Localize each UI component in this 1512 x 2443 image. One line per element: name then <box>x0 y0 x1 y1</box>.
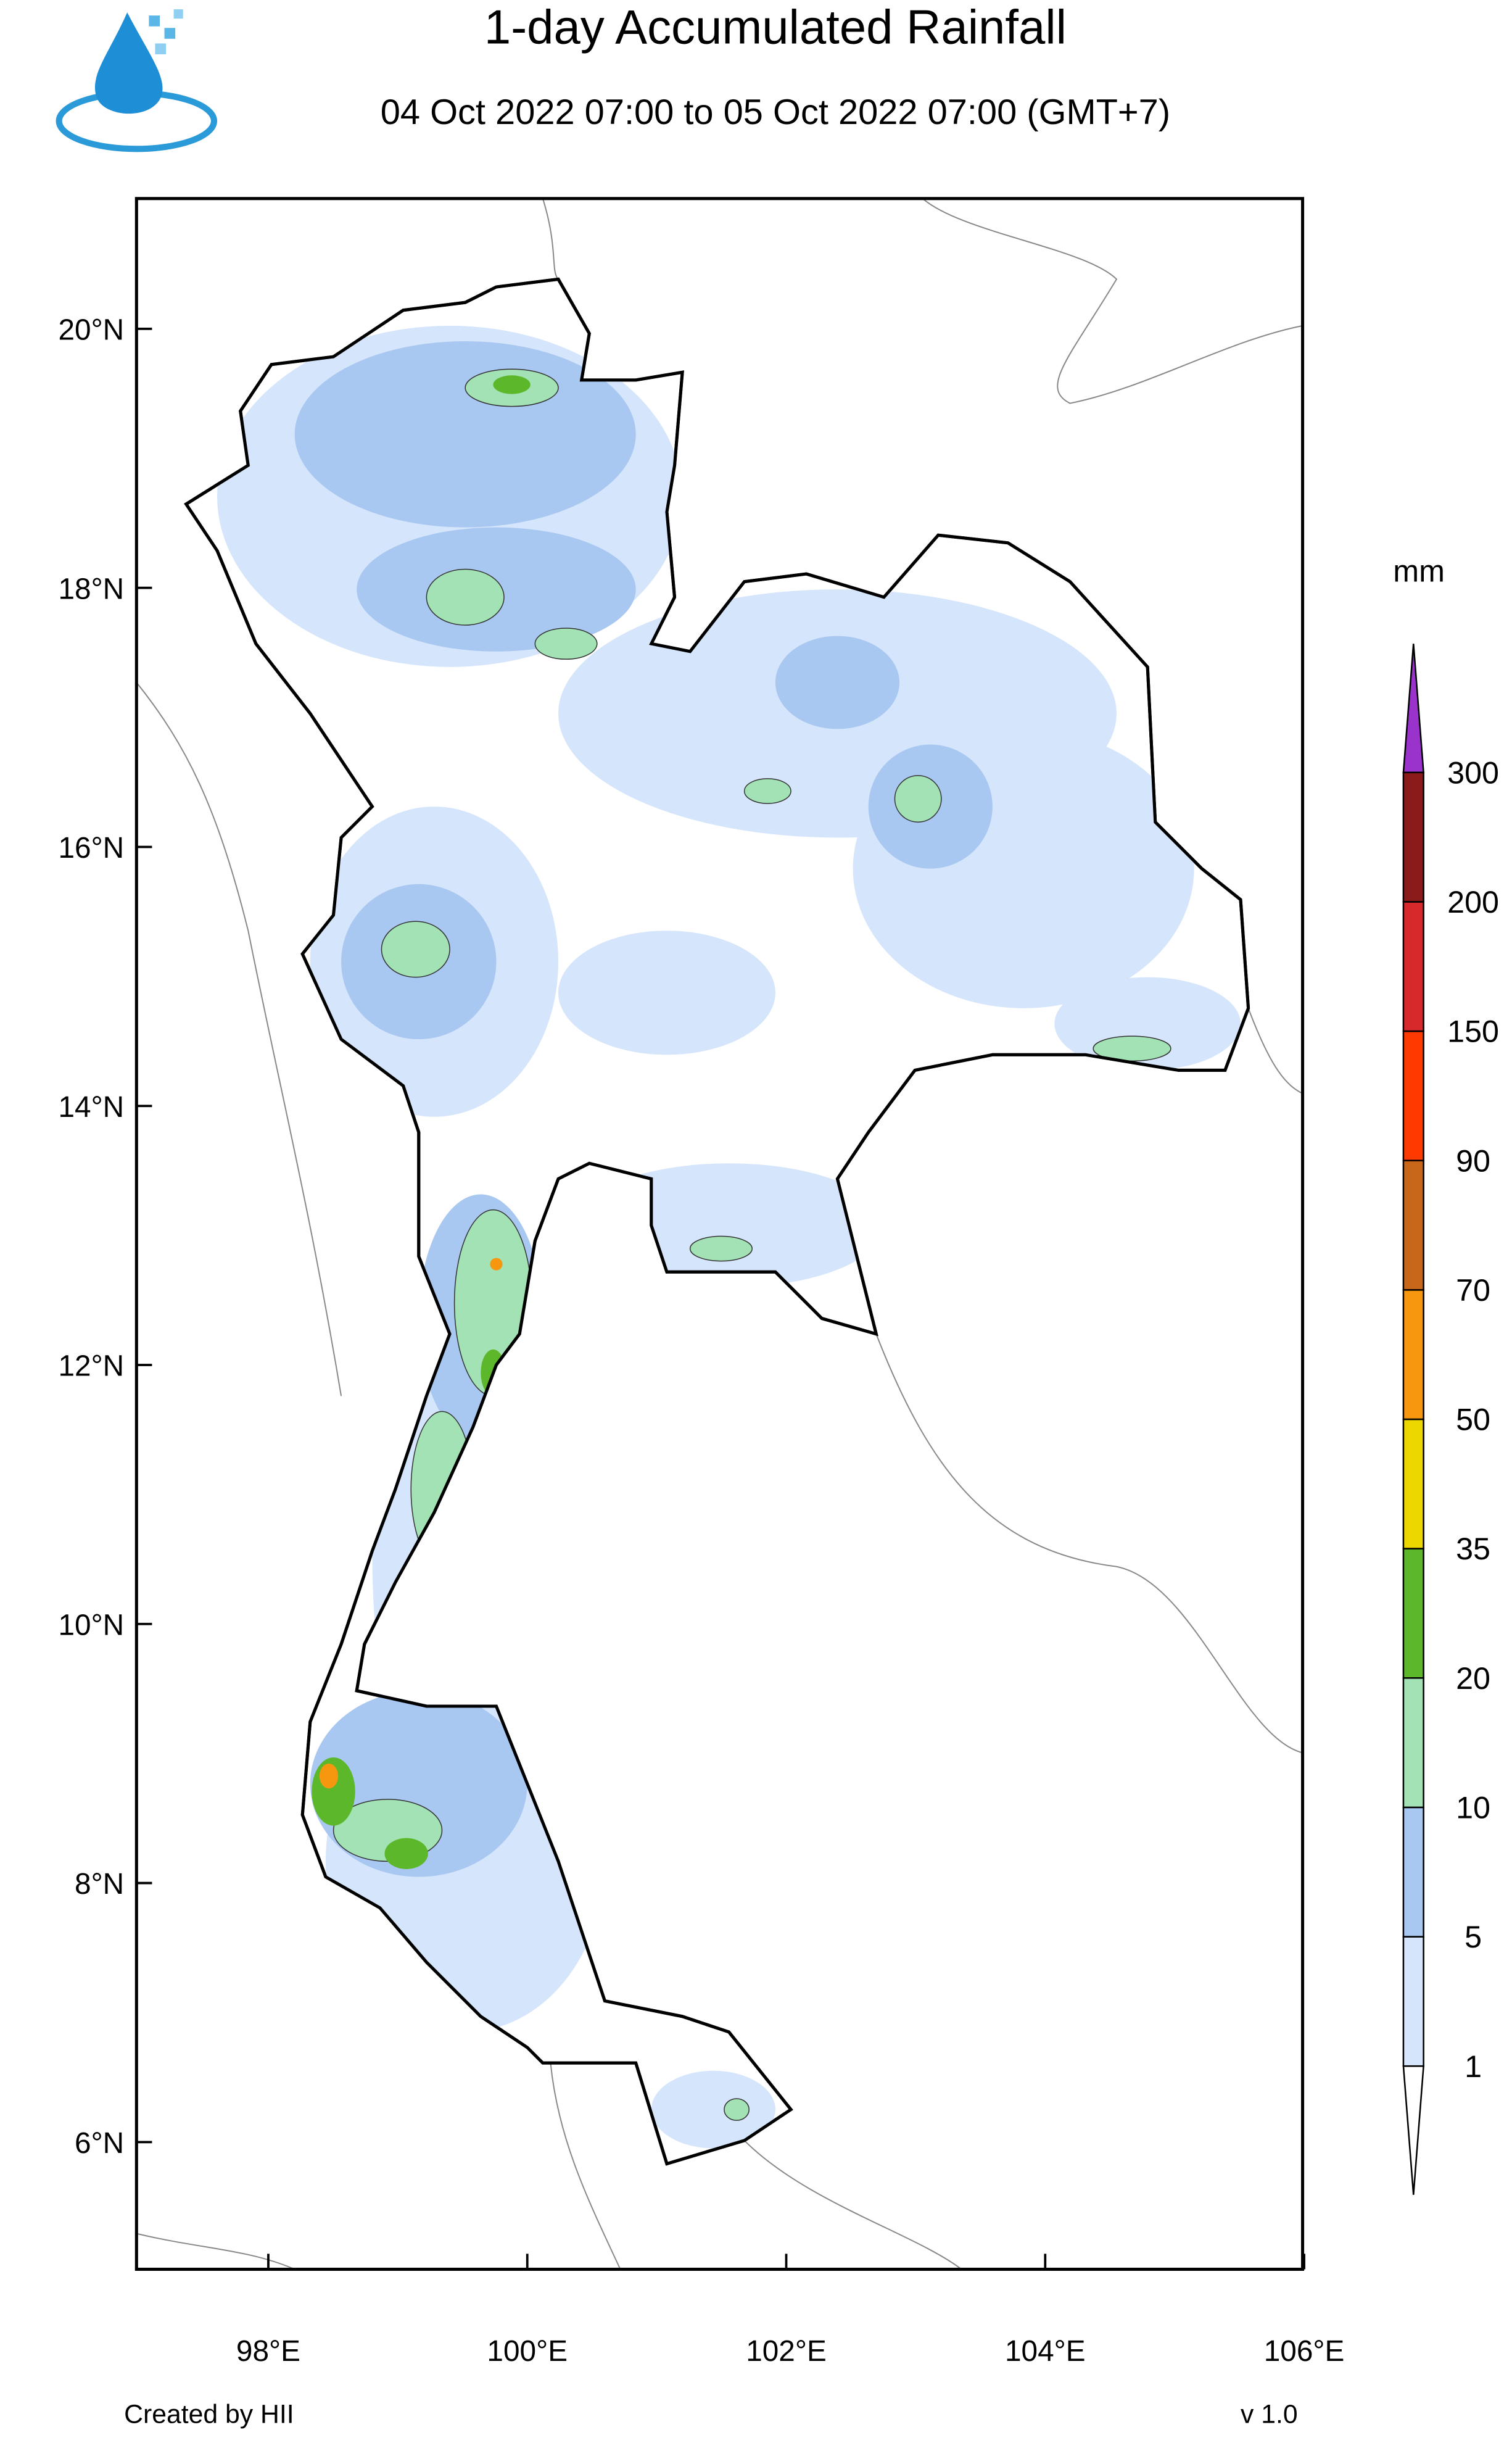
lon-tick-label: 106°E <box>1264 2335 1345 2368</box>
colorbar-label: 50 <box>1456 1402 1490 1437</box>
version: v 1.0 <box>1241 2399 1298 2429</box>
colorbar-label: 70 <box>1456 1272 1490 1308</box>
lon-tick-label: 102°E <box>746 2335 827 2368</box>
lat-tick-label: 20°N <box>58 313 124 346</box>
colorbar-label: 1 <box>1464 2049 1482 2084</box>
map-frame <box>134 197 1305 2271</box>
colorbar-label: 90 <box>1456 1143 1490 1178</box>
lat-tick-label: 18°N <box>58 573 124 605</box>
colorbar-band <box>1402 1289 1424 1421</box>
lat-tick-label: 10°N <box>58 1609 124 1641</box>
lat-tick-label: 12°N <box>58 1350 124 1383</box>
colorbar-label: 300 <box>1447 755 1499 790</box>
colorbar-band <box>1402 1806 1424 1938</box>
colorbar-low <box>1402 2065 1424 2195</box>
colorbar-band <box>1402 1030 1424 1161</box>
colorbar: 1 5 10 20 35 50 70 90 150 200 300 <box>1402 644 1499 2195</box>
lon-tick-label: 98°E <box>236 2335 300 2368</box>
lat-tick-label: 6°N <box>75 2127 124 2160</box>
colorbar-band <box>1402 1418 1424 1549</box>
lat-tick-label: 14°N <box>58 1091 124 1124</box>
axis-ticks: 20°N 18°N 16°N 14°N 12°N 10°N 8°N 6°N 98°E 100°E 1… <box>58 313 1344 2367</box>
colorbar-band <box>1402 1677 1424 1809</box>
map-area <box>136 198 1303 2270</box>
colorbar-band <box>1402 901 1424 1032</box>
colorbar-band <box>1402 1548 1424 1679</box>
colorbar-label: 200 <box>1447 884 1499 919</box>
colorbar-label: 35 <box>1456 1531 1490 1566</box>
title: 1-day Accumulated Rainfall <box>484 0 1067 54</box>
colorbar-high <box>1402 644 1424 774</box>
colorbar-label: 20 <box>1456 1661 1490 1696</box>
colorbar-band <box>1402 1159 1424 1291</box>
colorbar-label: 5 <box>1464 1919 1482 1954</box>
colorbar-label: 150 <box>1447 1014 1499 1049</box>
logo <box>56 9 218 152</box>
colorbar-band <box>1402 1936 1424 2067</box>
colorbar-band <box>1402 771 1424 903</box>
legend-unit: mm <box>1393 554 1445 589</box>
lat-tick-label: 8°N <box>75 1868 124 1901</box>
neighbor-borders <box>136 198 1303 2270</box>
lon-tick-label: 104°E <box>1005 2335 1086 2368</box>
subtitle: 04 Oct 2022 07:00 to 05 Oct 2022 07:00 (… <box>381 93 1170 132</box>
lat-tick-label: 16°N <box>58 832 124 865</box>
lon-tick-label: 100°E <box>487 2335 568 2368</box>
credit: Created by HII <box>124 2399 294 2429</box>
colorbar-label: 10 <box>1456 1790 1490 1825</box>
